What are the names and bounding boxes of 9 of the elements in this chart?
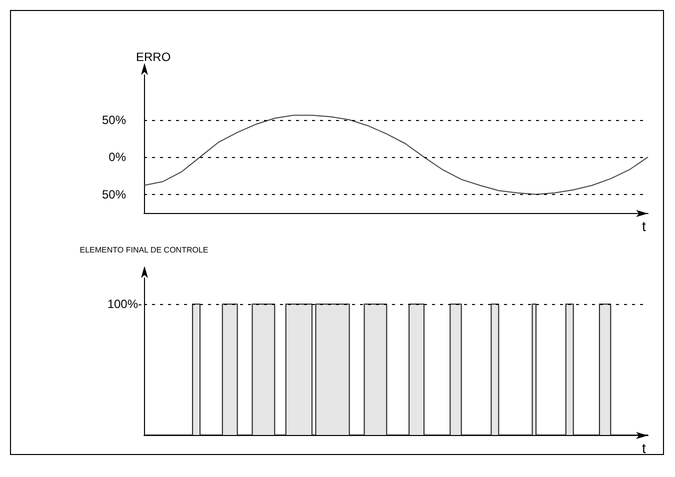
x-axis-title: t bbox=[642, 440, 646, 456]
y-axis-title: ELEMENTO FINAL DE CONTROLE bbox=[80, 246, 208, 254]
x-axis-title: t bbox=[642, 218, 646, 234]
line-series bbox=[144, 114, 648, 195]
ref-line-label: 100%- bbox=[107, 297, 142, 312]
y-tick-label: 50% bbox=[102, 187, 126, 202]
y-tick-label: 50% bbox=[102, 112, 126, 127]
y-tick-label: 0% bbox=[108, 150, 126, 164]
y-axis-title: ERRO bbox=[136, 50, 171, 64]
